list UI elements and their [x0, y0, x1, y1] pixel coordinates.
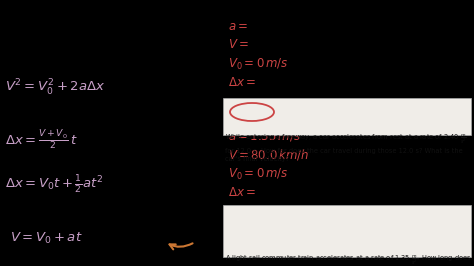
Text: $V =$: $V =$	[228, 39, 249, 52]
Text: $V_0 = 0\,m/s$: $V_0 = 0\,m/s$	[228, 167, 289, 182]
Text: $\Delta x =$: $\Delta x =$	[228, 186, 256, 200]
Text: $a = 1.35\,m/s^2$: $a = 1.35\,m/s^2$	[228, 127, 306, 145]
Text: $?\; t =$: $?\; t =$	[228, 106, 255, 118]
Text: $\Delta x = V_0t + \frac{1}{2}at^2$: $\Delta x = V_0t + \frac{1}{2}at^2$	[5, 174, 103, 196]
Text: $\Delta x =$: $\Delta x =$	[228, 77, 256, 89]
Text: $V^2 = V_0^2 + 2a\Delta x$: $V^2 = V_0^2 + 2a\Delta x$	[5, 78, 105, 98]
Bar	[223, 98, 471, 135]
Text: $a =$: $a =$	[228, 19, 248, 32]
Text: A light-rail commuter train accelerates at a rate of 1.35 $\frac{m}{s^2}$. How l: A light-rail commuter train accelerates …	[225, 253, 472, 266]
Text: $\Delta x = \frac{V+V_0}{2}\,t$: $\Delta x = \frac{V+V_0}{2}\,t$	[5, 128, 78, 152]
Bar	[223, 205, 471, 257]
Text: $V = 80.0\,km/h$: $V = 80.0\,km/h$	[228, 148, 310, 163]
Text: $V_0 = 0\,m/s$: $V_0 = 0\,m/s$	[228, 56, 289, 72]
Text: While entering a freeway, a car accelerates from rest at a rate of 2.40 $\frac{m: While entering a freeway, a car accelera…	[225, 132, 467, 162]
Text: $V = V_0 + at$: $V = V_0 + at$	[10, 230, 82, 246]
